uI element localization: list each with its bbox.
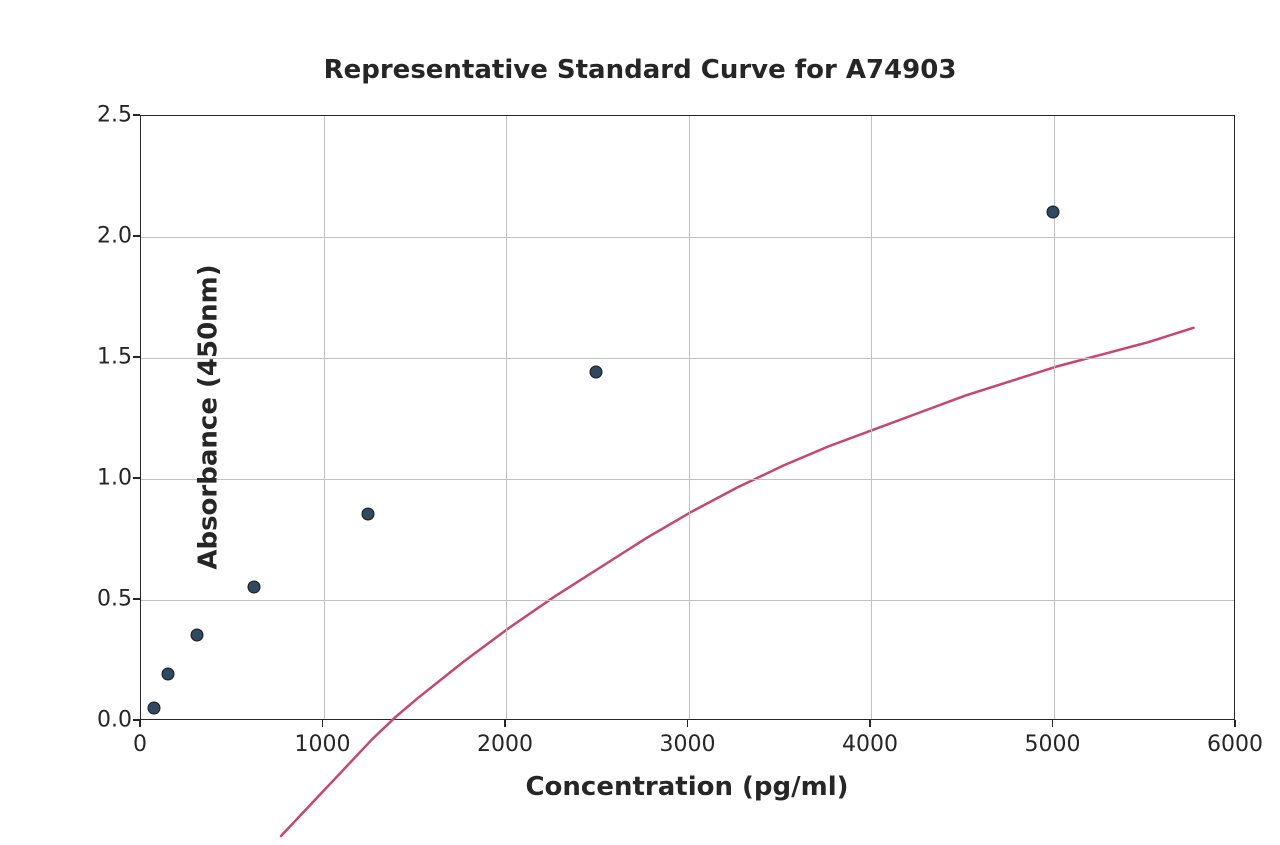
grid-line-vertical [871, 116, 872, 719]
grid-line-horizontal [141, 358, 1234, 359]
data-point [362, 508, 375, 521]
x-tick-label: 4000 [842, 732, 898, 757]
y-tick-label: 1.0 [97, 466, 132, 491]
grid-line-vertical [689, 116, 690, 719]
chart-title: Representative Standard Curve for A74903 [324, 55, 957, 85]
data-point [590, 365, 603, 378]
y-tick-mark [133, 235, 140, 237]
x-tick-label: 6000 [1207, 732, 1263, 757]
grid-line-horizontal [141, 479, 1234, 480]
x-tick-label: 2000 [477, 732, 533, 757]
x-axis-label: Concentration (pg/ml) [525, 772, 848, 802]
x-tick-label: 1000 [295, 732, 351, 757]
y-tick-label: 1.5 [97, 345, 132, 370]
x-tick-mark [139, 720, 141, 727]
grid-line-horizontal [141, 237, 1234, 238]
y-axis-label: Absorbance (450nm) [194, 264, 224, 569]
x-tick-label: 3000 [660, 732, 716, 757]
grid-line-vertical [324, 116, 325, 719]
x-tick-mark [322, 720, 324, 727]
chart-container: Representative Standard Curve for A74903… [0, 0, 1280, 845]
grid-line-horizontal [141, 600, 1234, 601]
y-tick-label: 0.5 [97, 587, 132, 612]
data-point [248, 580, 261, 593]
data-point [1046, 205, 1059, 218]
plot-area [140, 115, 1235, 720]
y-tick-mark [133, 356, 140, 358]
y-tick-label: 2.5 [97, 103, 132, 128]
y-tick-label: 0.0 [97, 708, 132, 733]
y-tick-mark [133, 719, 140, 721]
x-tick-mark [1234, 720, 1236, 727]
data-point [190, 629, 203, 642]
curve-line [281, 231, 1280, 836]
y-tick-mark [133, 598, 140, 600]
x-tick-mark [869, 720, 871, 727]
x-tick-label: 0 [133, 732, 147, 757]
x-tick-mark [1052, 720, 1054, 727]
x-tick-mark [504, 720, 506, 727]
y-tick-mark [133, 477, 140, 479]
data-point [148, 701, 161, 714]
grid-line-vertical [506, 116, 507, 719]
data-point [162, 668, 175, 681]
x-tick-mark [687, 720, 689, 727]
y-tick-label: 2.0 [97, 224, 132, 249]
y-tick-mark [133, 114, 140, 116]
x-tick-label: 5000 [1025, 732, 1081, 757]
